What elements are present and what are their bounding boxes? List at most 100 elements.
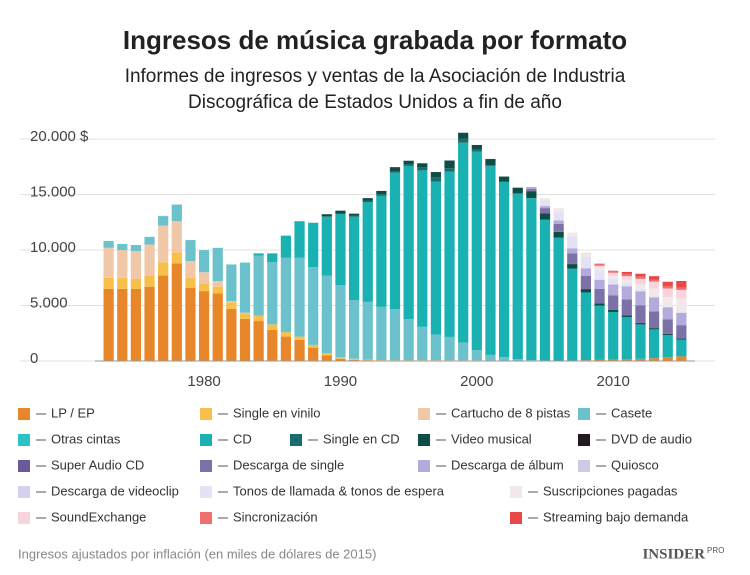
bar-segment (553, 208, 564, 212)
bar-segment (662, 288, 673, 298)
bar-segment (117, 244, 128, 246)
bar-segment (308, 344, 319, 348)
bar-segment (635, 305, 646, 323)
legend-swatch (200, 512, 212, 524)
bar-segment (308, 222, 319, 268)
bar-segment (335, 210, 346, 214)
bar-segment (539, 208, 551, 214)
bar-segment (539, 198, 551, 201)
y-tick-label: 5.000 (30, 294, 68, 311)
legend-swatch (18, 408, 30, 420)
legend-label: Sincronización (233, 509, 318, 524)
bar-segment (635, 358, 646, 361)
legend-swatch (290, 434, 302, 446)
bar-segment (635, 324, 646, 359)
bar-segment (526, 187, 537, 189)
bar-segment (171, 263, 182, 361)
bar-segment (621, 273, 632, 277)
bar-segment (321, 275, 332, 354)
legend-label: Cartucho de 8 pistas (451, 405, 571, 420)
bar-segment (553, 223, 564, 232)
bar-segment (130, 251, 142, 279)
bar-segment (621, 271, 632, 274)
y-tick-label: 20.000 $ (30, 128, 89, 145)
bar-segment (526, 188, 537, 191)
bar-segment (648, 281, 660, 289)
legend-swatch (510, 512, 522, 524)
bar-segment (676, 312, 687, 326)
bar-segment (539, 213, 551, 220)
bar-segment (608, 309, 619, 312)
bar-segment (362, 202, 373, 302)
bar-segment (594, 303, 605, 306)
legend-label: Descarga de álbum (451, 457, 564, 472)
bar-segment (648, 288, 660, 297)
bar-segment (348, 216, 360, 300)
bar-segment (676, 356, 687, 361)
bar-segment (444, 171, 455, 337)
bar-segment (335, 284, 346, 358)
legend-label: Streaming bajo demanda (543, 509, 689, 524)
bar-segment (253, 255, 264, 316)
bar-segment (294, 339, 305, 361)
bar-segment (662, 286, 673, 289)
bar-segment (676, 298, 687, 313)
bar-segment (103, 277, 114, 289)
bar-segment (103, 241, 114, 243)
bar-segment (444, 336, 455, 361)
bar-segment (158, 225, 169, 263)
bar-segment (471, 144, 482, 150)
bar-segment (185, 261, 196, 278)
bar-segment (485, 354, 496, 361)
bar-segment (553, 231, 564, 238)
bar-segment (103, 288, 114, 361)
bar-segment (471, 350, 482, 361)
bar-segment (117, 250, 128, 278)
bar-segment (553, 237, 564, 361)
bar-segment (280, 336, 292, 361)
bar-segment (648, 279, 660, 282)
bar-segment (335, 357, 346, 359)
bar-segment (635, 323, 646, 325)
bar-segment (362, 198, 373, 201)
bar-segment (103, 242, 114, 248)
bar-segment (430, 334, 442, 361)
bar-segment (239, 262, 251, 313)
bar-segment (648, 311, 660, 329)
legend-swatch (18, 486, 30, 498)
bar-segment (417, 167, 428, 171)
bar-segment (376, 306, 387, 361)
bar-segment (362, 200, 373, 203)
bar-segment (580, 252, 592, 254)
bar-segment (417, 326, 428, 361)
bar-segment (580, 268, 592, 276)
bar-segment (458, 132, 469, 139)
bar-segment (485, 165, 496, 167)
bar-segment (526, 191, 537, 199)
legend-swatch (200, 408, 212, 420)
bar-segment (458, 142, 469, 343)
bar-segment (648, 296, 660, 298)
bar-segment (294, 336, 305, 340)
bar-segment (635, 273, 646, 277)
bar-segment (376, 194, 387, 196)
bar-segment (594, 279, 605, 289)
bar-segment (430, 181, 442, 335)
bar-segment (348, 358, 360, 360)
bar-segment (676, 339, 687, 357)
legend-label: Casete (611, 405, 652, 420)
bar-segment (403, 319, 414, 361)
bar-segment (212, 293, 223, 361)
bar-segment (335, 213, 346, 285)
bar-segment (226, 302, 237, 309)
bar-segment (608, 270, 619, 273)
bar-segment (117, 245, 128, 251)
x-tick-label: 2000 (460, 373, 493, 390)
bar-segment (253, 315, 264, 322)
bar-segment (676, 312, 687, 313)
legend-swatch (200, 460, 212, 472)
bar-segment (662, 357, 673, 361)
bar-segment (321, 216, 332, 276)
bar-segment (117, 288, 128, 361)
